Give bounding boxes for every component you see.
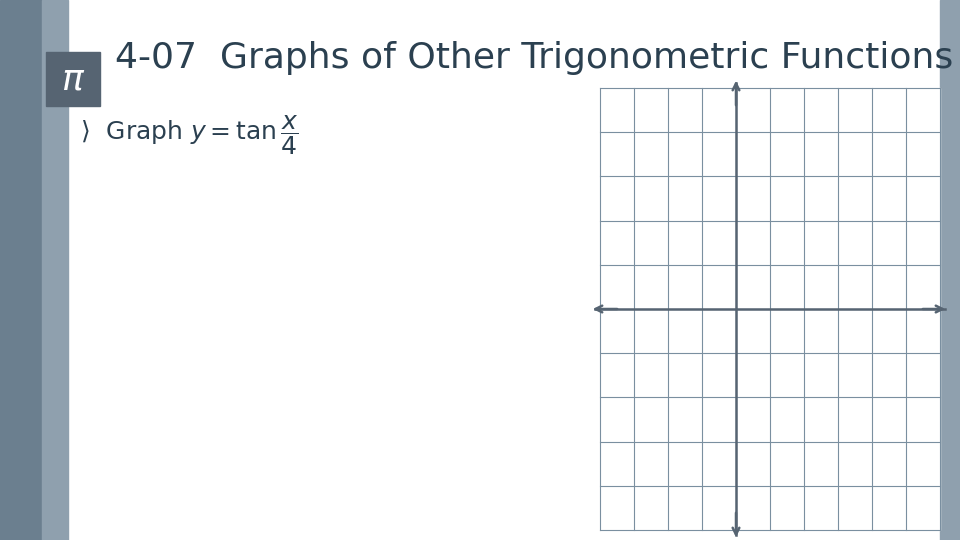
Text: $\pi$: $\pi$ xyxy=(60,62,85,96)
Text: $\mathsf{\rangle}$  Graph $y = \mathrm{tan}\,\dfrac{x}{4}$: $\mathsf{\rangle}$ Graph $y = \mathrm{ta… xyxy=(80,113,299,157)
Bar xyxy=(42,0,68,540)
Bar xyxy=(600,88,940,530)
Text: 4-07  Graphs of Other Trigonometric Functions: 4-07 Graphs of Other Trigonometric Funct… xyxy=(115,41,953,75)
Bar xyxy=(46,52,100,106)
Bar xyxy=(0,0,42,540)
Bar xyxy=(940,0,960,540)
